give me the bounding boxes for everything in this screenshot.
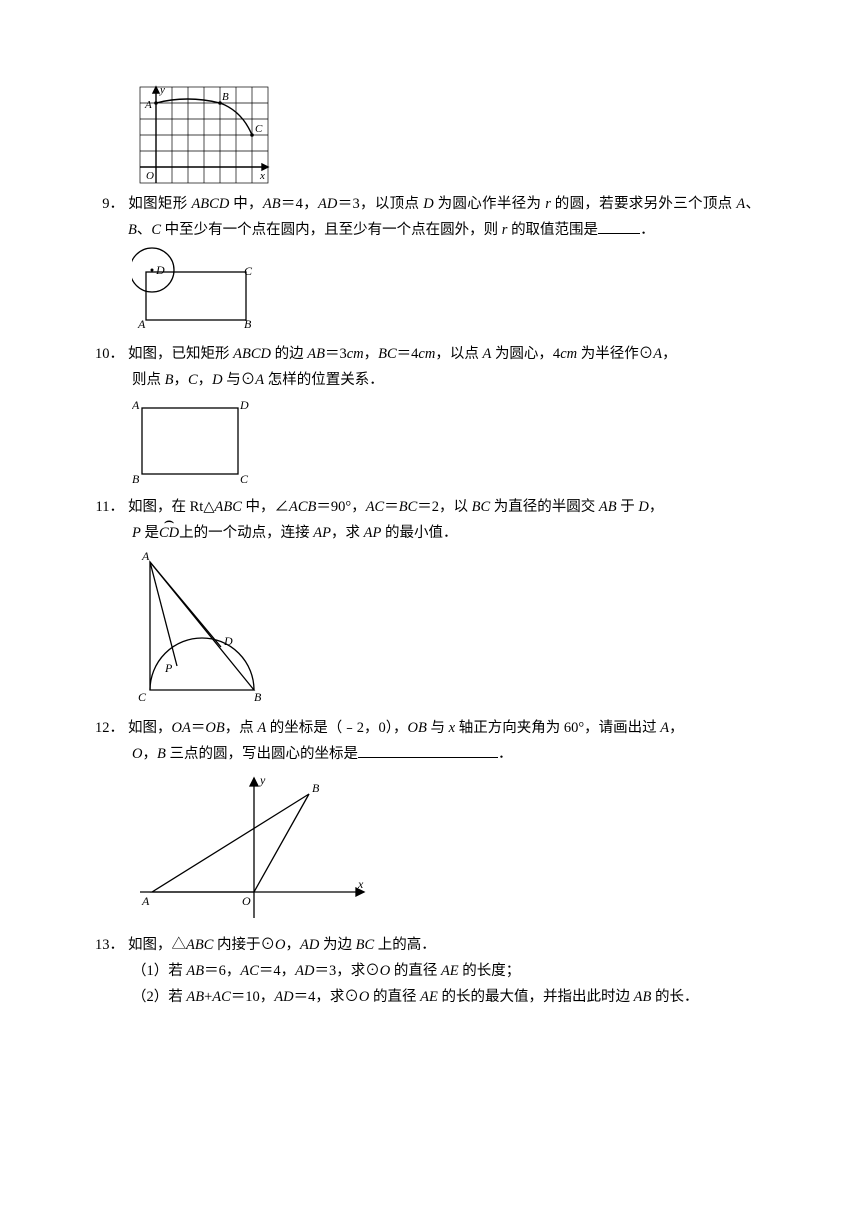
q11-P: P	[164, 661, 173, 675]
problem-12-text: 12．如图，OA＝OB，点 A 的坐标是（﹣2，0），OB 与 x 轴正方向夹角…	[100, 715, 760, 741]
q10-num: 10．	[100, 341, 124, 367]
q12-y: y	[259, 773, 266, 787]
q9-B: B	[244, 317, 252, 331]
figure-q8: A B C O x y	[132, 83, 760, 188]
q11-C: C	[138, 690, 147, 704]
q12-svg: A O B x y	[132, 770, 377, 922]
q9-C: C	[244, 264, 253, 278]
grid-arc-svg: A B C O x y	[132, 83, 272, 188]
label-C: C	[255, 123, 263, 135]
q12-B: B	[312, 781, 320, 795]
problem-11: 11．如图，在 Rt△ABC 中，∠ACB＝90°，AC＝BC＝2，以 BC 为…	[100, 494, 760, 704]
q12-num: 12．	[100, 715, 124, 741]
q11-body: 如图，在 Rt△ABC 中，∠ACB＝90°，AC＝BC＝2，以 BC 为直径的…	[128, 499, 663, 515]
problem-12: 12．如图，OA＝OB，点 A 的坐标是（﹣2，0），OB 与 x 轴正方向夹角…	[100, 715, 760, 922]
q11-body2: P 是CD上的一个动点，连接 AP，求 AP 的最小值．	[100, 520, 760, 546]
figure-q10: A D B C	[132, 396, 760, 484]
q10-A: A	[132, 398, 140, 412]
q11-B: B	[254, 690, 262, 704]
q11-D: D	[223, 634, 233, 648]
q10-body: 如图，已知矩形 ABCD 的边 AB＝3cm，BC＝4cm，以点 A 为圆心，4…	[128, 346, 677, 362]
q12-A: A	[141, 894, 150, 908]
q9-svg: D C A B	[132, 246, 262, 331]
q9-A: A	[137, 317, 146, 331]
problem-9-text: 9．如图矩形 ABCD 中，AB＝4，AD＝3，以顶点 D 为圆心作半径为 r …	[100, 191, 760, 243]
q10-D: D	[239, 398, 249, 412]
q12-O: O	[242, 894, 251, 908]
q12-body2: O，B 三点的圆，写出圆心的坐标是．	[100, 741, 760, 767]
problem-11-text: 11．如图，在 Rt△ABC 中，∠ACB＝90°，AC＝BC＝2，以 BC 为…	[100, 494, 760, 520]
q12-x: x	[357, 877, 364, 891]
q9-body: 如图矩形 ABCD 中，AB＝4，AD＝3，以顶点 D 为圆心作半径为 r 的圆…	[128, 196, 760, 238]
q10-svg: A D B C	[132, 396, 252, 484]
label-A: A	[144, 99, 152, 111]
figure-q11: A C B D P	[132, 550, 760, 705]
q11-A: A	[141, 550, 150, 563]
problem-13: 13．如图，△ABC 内接于⊙O，AD 为边 BC 上的高． （1）若 AB＝6…	[100, 932, 760, 1010]
figure-q9: D C A B	[132, 246, 760, 331]
q10-body2: 则点 B，C，D 与⊙A 怎样的位置关系．	[100, 367, 760, 393]
problem-13-text: 13．如图，△ABC 内接于⊙O，AD 为边 BC 上的高．	[100, 932, 760, 958]
q11-svg: A C B D P	[132, 550, 277, 705]
q13-num: 13．	[100, 932, 124, 958]
problem-10-text: 10．如图，已知矩形 ABCD 的边 AB＝3cm，BC＝4cm，以点 A 为圆…	[100, 341, 760, 367]
q11-num: 11．	[100, 494, 124, 520]
label-B: B	[222, 91, 229, 103]
problem-9: 9．如图矩形 ABCD 中，AB＝4，AD＝3，以顶点 D 为圆心作半径为 r …	[100, 191, 760, 331]
label-x: x	[259, 170, 265, 182]
label-y: y	[159, 84, 165, 96]
figure-q12: A O B x y	[132, 770, 760, 922]
q12-body: 如图，OA＝OB，点 A 的坐标是（﹣2，0），OB 与 x 轴正方向夹角为 6…	[128, 720, 684, 736]
q9-num: 9．	[100, 191, 124, 217]
q10-B: B	[132, 472, 140, 484]
q13-sub1: （1）若 AB＝6，AC＝4，AD＝3，求⊙O 的直径 AE 的长度；	[100, 958, 760, 984]
q10-C: C	[240, 472, 249, 484]
problem-10: 10．如图，已知矩形 ABCD 的边 AB＝3cm，BC＝4cm，以点 A 为圆…	[100, 341, 760, 484]
q13-sub2: （2）若 AB+AC＝10，AD＝4，求⊙O 的直径 AE 的长的最大值，并指出…	[100, 984, 760, 1010]
q13-body: 如图，△ABC 内接于⊙O，AD 为边 BC 上的高．	[128, 937, 436, 953]
q9-D: D	[155, 263, 165, 277]
label-O: O	[146, 170, 154, 182]
